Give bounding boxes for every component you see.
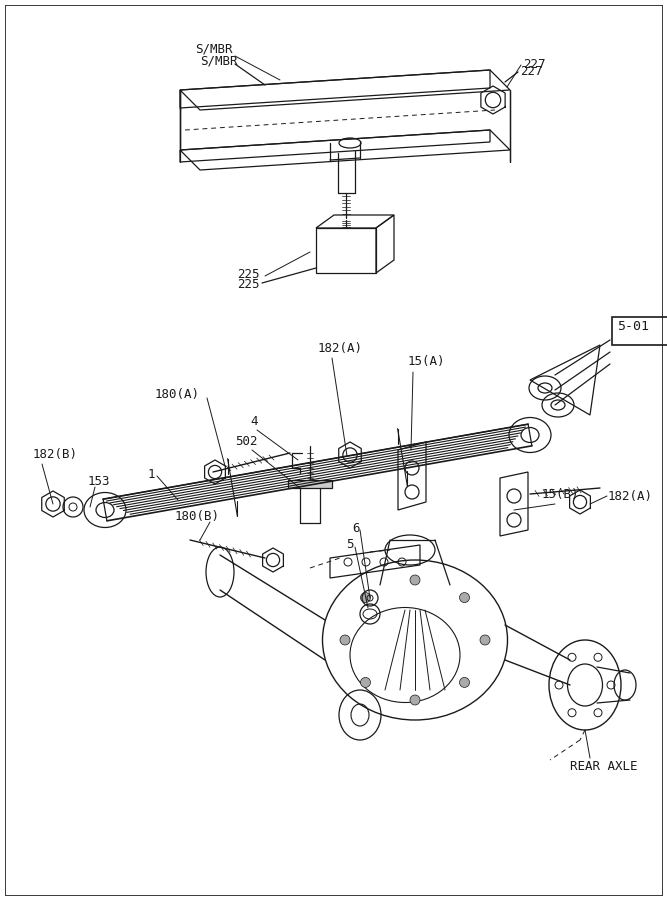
Text: S/MBR: S/MBR (200, 55, 237, 68)
Circle shape (480, 635, 490, 645)
Text: 1: 1 (148, 468, 155, 481)
Text: REAR AXLE: REAR AXLE (570, 760, 638, 773)
Text: 182(A): 182(A) (608, 490, 653, 503)
Circle shape (410, 695, 420, 705)
Circle shape (340, 635, 350, 645)
Text: 15(A): 15(A) (408, 355, 446, 368)
Polygon shape (288, 480, 332, 488)
Text: 182(B): 182(B) (33, 448, 78, 461)
Text: 502: 502 (235, 435, 257, 448)
Circle shape (360, 592, 370, 603)
Circle shape (460, 592, 470, 603)
Text: 182(A): 182(A) (318, 342, 363, 355)
FancyBboxPatch shape (612, 317, 667, 345)
Text: 153: 153 (88, 475, 111, 488)
Text: 180(B): 180(B) (175, 510, 220, 523)
Circle shape (360, 678, 370, 688)
Text: 6: 6 (352, 522, 360, 535)
Text: 225: 225 (237, 268, 259, 281)
Text: 227: 227 (520, 65, 542, 78)
Circle shape (460, 678, 470, 688)
Text: 15(B): 15(B) (542, 488, 580, 501)
Text: 5: 5 (346, 538, 354, 551)
Text: 5-01: 5-01 (617, 320, 649, 333)
Text: 4: 4 (250, 415, 257, 428)
Text: S/MBR: S/MBR (195, 42, 233, 55)
Text: 225: 225 (237, 278, 259, 291)
Text: 227: 227 (523, 58, 546, 71)
Text: 180(A): 180(A) (155, 388, 200, 401)
Circle shape (410, 575, 420, 585)
